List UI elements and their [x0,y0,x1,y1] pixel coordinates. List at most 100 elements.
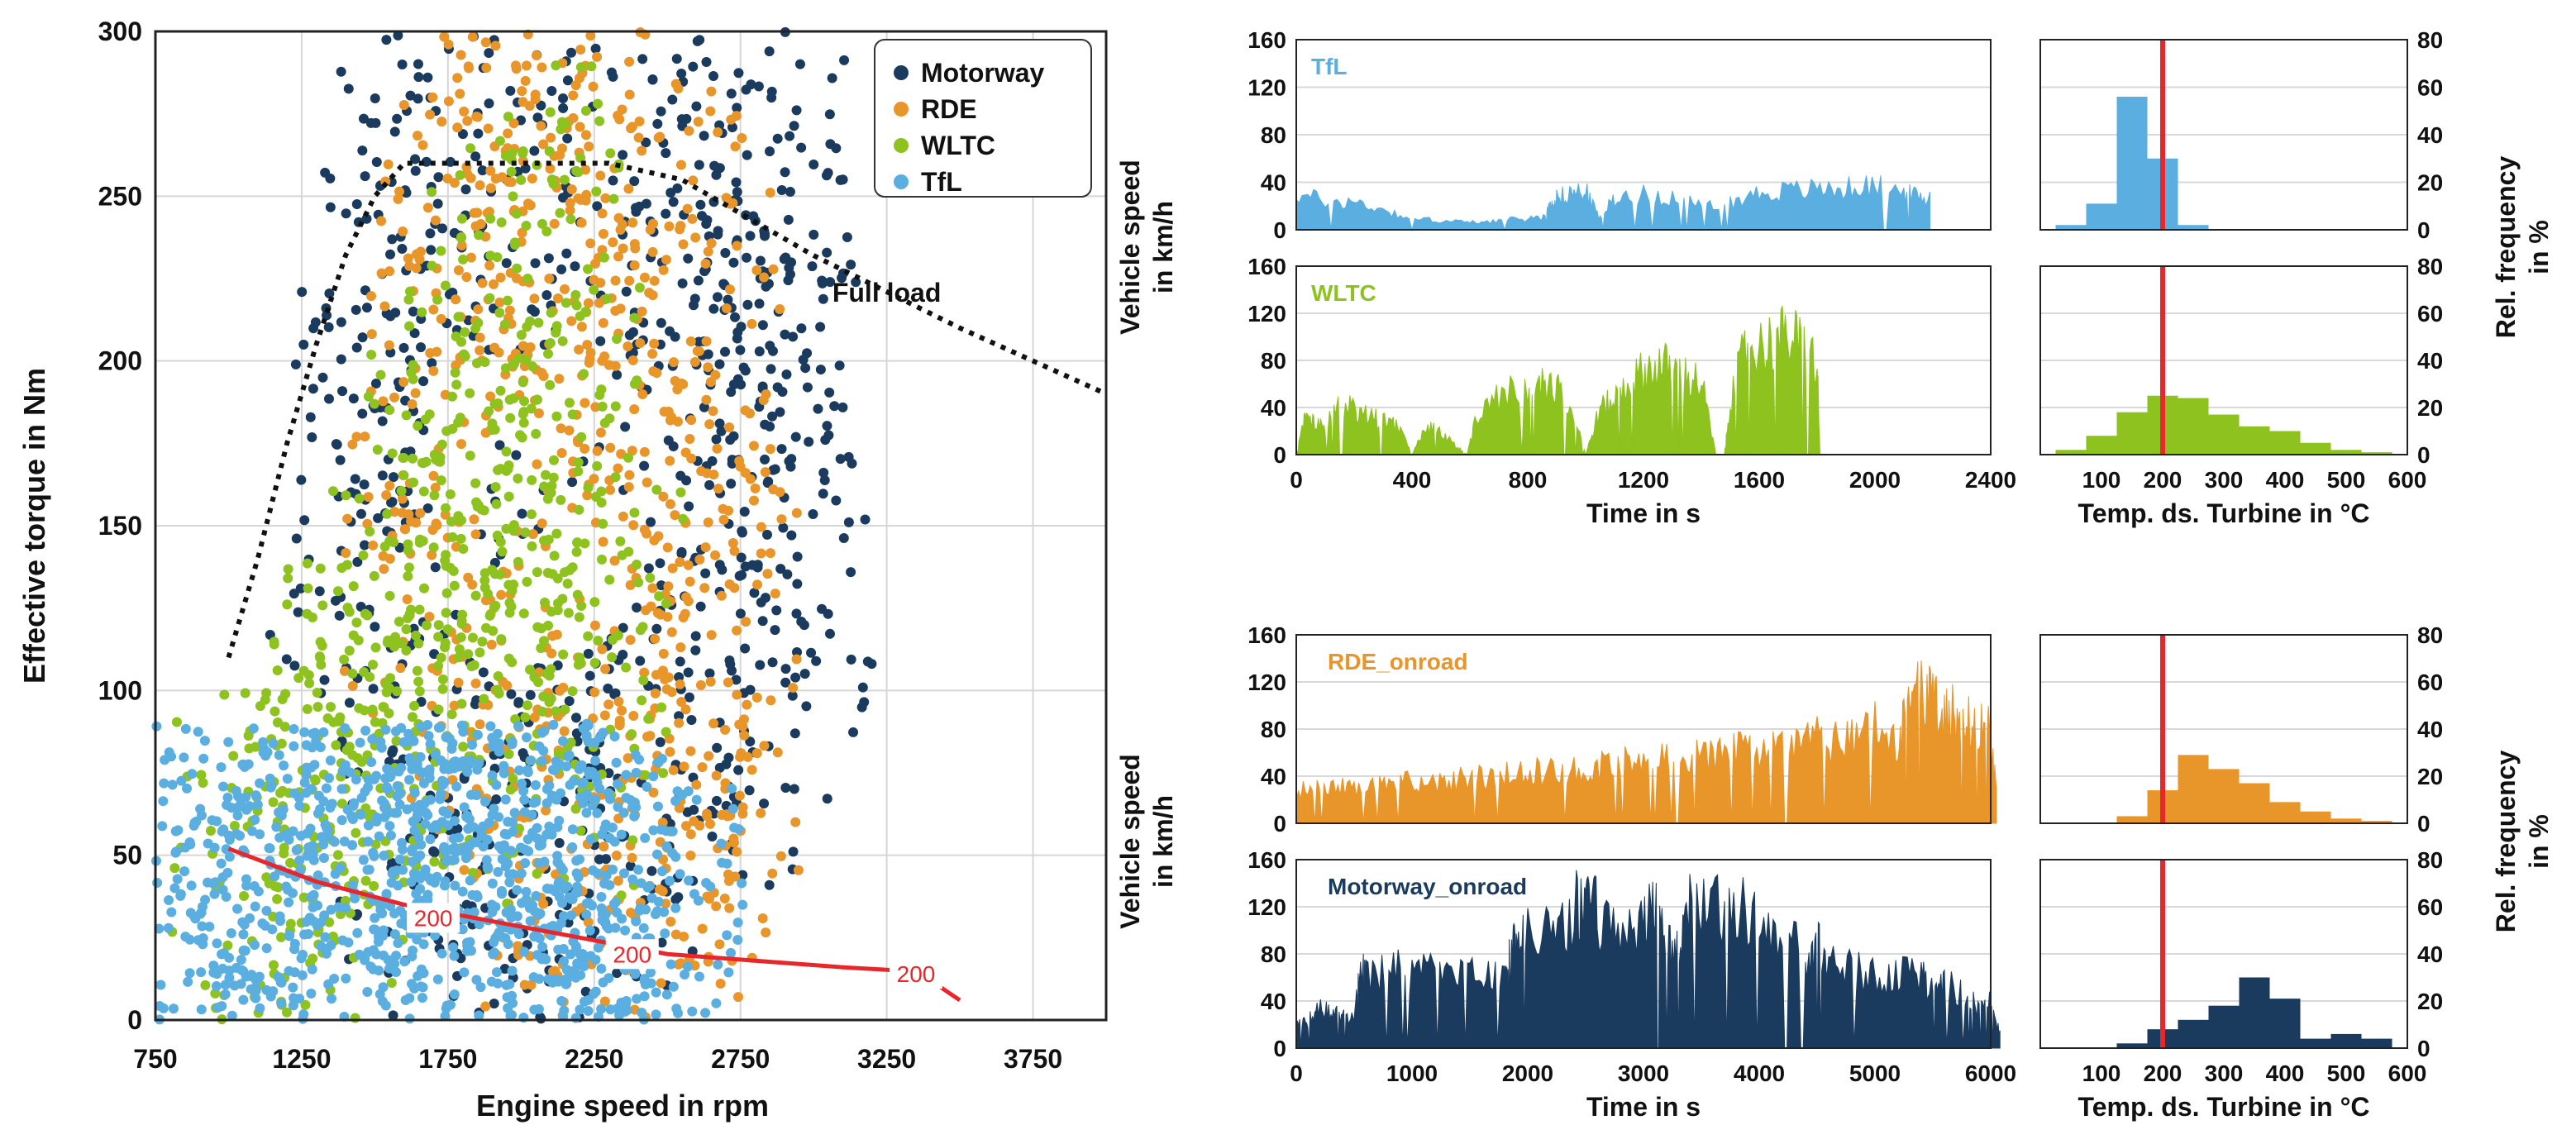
data-point-tfl [316,917,327,927]
data-point-tfl [250,814,260,825]
data-point-wltc [465,450,475,461]
data-point-tfl [360,955,370,965]
data-point-wltc [344,741,355,752]
data-point-wltc [615,536,626,546]
data-point-tfl [250,993,261,1003]
data-point-tfl [282,774,293,784]
ts-y-tick-label: 80 [1261,348,1286,374]
data-point-motorway [427,358,437,369]
data-point-tfl [404,753,415,764]
data-point-motorway [682,807,693,817]
data-point-wltc [501,523,512,534]
data-point-motorway [709,160,720,171]
data-point-tfl [196,1004,207,1015]
data-point-rde [465,252,476,263]
data-point-wltc [522,700,532,711]
data-point-wltc [437,674,448,684]
data-point-tfl [503,1003,513,1013]
data-point-motorway [712,742,723,753]
data-point-motorway [839,55,850,65]
data-point-wltc [521,355,532,365]
data-point-rde [730,871,741,882]
data-point-wltc [339,654,350,665]
data-point-tfl [180,932,191,942]
data-point-tfl [236,979,246,989]
data-point-rde [674,717,685,728]
data-point-tfl [168,1003,179,1014]
data-point-tfl [175,889,186,899]
data-point-tfl [326,994,336,1004]
data-point-wltc [403,294,414,305]
data-point-motorway [668,441,679,452]
data-point-rde [379,301,390,312]
x-axis-label: Engine speed in rpm [476,1089,769,1123]
data-point-rde [623,184,634,194]
data-point-tfl [657,866,668,877]
data-point-motorway [430,562,441,573]
data-point-motorway [731,177,742,188]
data-point-tfl [288,982,298,993]
data-point-rde [483,123,494,134]
data-point-tfl [415,884,426,894]
speed-y-axis-label-line1: Vehicle speed [1115,754,1145,929]
histogram-bar [2086,436,2117,455]
data-point-tfl [238,929,249,940]
data-point-tfl [281,829,292,840]
data-point-rde [793,865,804,875]
data-point-wltc [282,599,293,610]
data-point-wltc [370,642,381,653]
ts-y-tick-label: 160 [1247,254,1286,279]
data-point-tfl [494,841,504,851]
data-point-wltc [576,600,587,611]
data-point-tfl [340,722,351,733]
data-point-tfl [420,818,431,829]
data-point-tfl [437,779,448,790]
data-point-wltc [280,689,291,699]
data-point-tfl [509,808,520,818]
data-point-wltc [348,630,359,641]
data-point-wltc [367,704,378,715]
histogram-bar [2300,811,2331,823]
data-point-motorway [389,126,400,137]
data-point-wltc [627,835,638,846]
data-point-wltc [381,687,392,698]
data-point-motorway [755,255,766,266]
x-tick-label: 750 [133,1044,177,1074]
data-point-tfl [675,869,685,879]
data-point-rde [768,484,779,495]
data-point-wltc [418,486,429,497]
data-point-motorway [603,684,613,694]
data-point-wltc [427,187,437,198]
data-point-rde [685,829,696,840]
data-point-wltc [327,931,338,941]
data-point-wltc [312,702,323,713]
data-point-rde [772,747,783,758]
data-point-motorway [676,546,687,557]
data-point-wltc [341,490,351,501]
ts-y-tick-label: 40 [1261,764,1286,789]
data-point-motorway [848,727,859,737]
data-point-wltc [264,878,274,889]
data-point-wltc [413,676,424,687]
data-point-motorway [405,90,416,101]
data-point-motorway [778,522,789,533]
data-point-motorway [712,292,723,303]
histogram-bar [2116,412,2148,455]
data-point-wltc [580,538,590,549]
data-point-motorway [323,393,334,404]
data-point-motorway [390,307,401,318]
data-point-rde [347,680,358,691]
data-point-wltc [441,550,451,560]
data-point-tfl [559,884,570,894]
data-point-rde [398,100,409,111]
data-point-motorway [432,198,443,209]
legend-label-rde: RDE [921,94,977,124]
data-point-tfl [163,922,174,933]
data-point-wltc [546,606,557,617]
data-point-motorway [558,193,569,203]
data-point-wltc [520,712,531,722]
data-point-motorway [727,122,737,133]
data-point-wltc [493,670,503,681]
histogram-bar [2269,802,2301,823]
data-point-motorway [704,668,715,679]
